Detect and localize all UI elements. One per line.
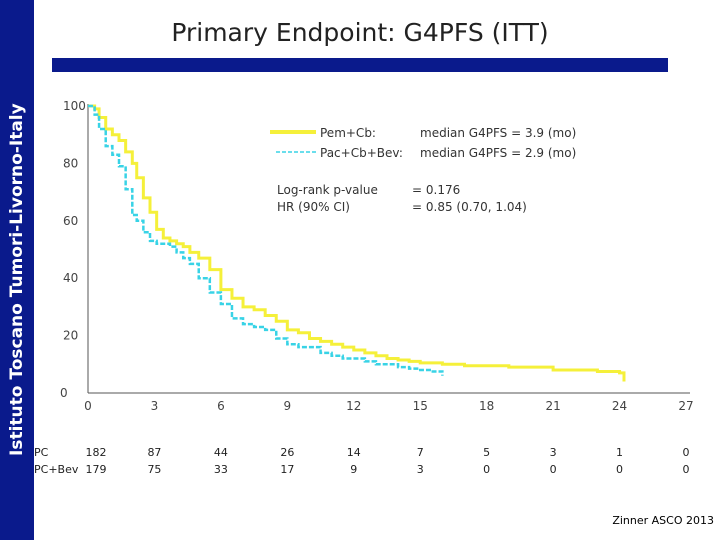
risk-cell: 5 [483, 446, 490, 459]
risk-cell: 33 [214, 463, 228, 476]
slide-title: Primary Endpoint: G4PFS (ITT) [171, 18, 549, 47]
risk-cell: 3 [417, 463, 424, 476]
y-tick-label: 0 [60, 386, 68, 400]
risk-cell: 7 [417, 446, 424, 459]
x-tick-label: 9 [284, 399, 292, 413]
risk-cell: 87 [147, 446, 161, 459]
x-tick-label: 15 [413, 399, 428, 413]
x-tick-label: 24 [612, 399, 627, 413]
risk-cell: 75 [147, 463, 161, 476]
risk-cell: 0 [683, 463, 690, 476]
legend-pem-label: Pem+Cb: [320, 126, 376, 140]
sidebar-band: Istituto Toscano Tumori-Livorno-Italy [0, 0, 34, 540]
risk-cell: 0 [616, 463, 623, 476]
x-tick-label: 6 [217, 399, 225, 413]
y-tick-label: 60 [63, 214, 78, 228]
x-tick-label: 12 [346, 399, 361, 413]
y-tick-label: 20 [63, 329, 78, 343]
risk-cell: 3 [550, 446, 557, 459]
title-divider-band [52, 58, 668, 72]
risk-cell: 0 [550, 463, 557, 476]
risk-cell: 26 [280, 446, 294, 459]
legend-bev-label: Pac+Cb+Bev: [320, 146, 403, 160]
risk-cell: 0 [483, 463, 490, 476]
y-tick-label: 40 [63, 271, 78, 285]
legend-bev-median: median G4PFS = 2.9 (mo) [420, 146, 576, 160]
risk-cell: 179 [86, 463, 107, 476]
risk-cell: 182 [86, 446, 107, 459]
risk-cell: 9 [350, 463, 357, 476]
hr-value: = 0.85 (0.70, 1.04) [412, 200, 527, 214]
risk-cell: 17 [280, 463, 294, 476]
risk-row-label: PC [34, 446, 49, 459]
risk-cell: 14 [347, 446, 361, 459]
risk-cell: 1 [616, 446, 623, 459]
y-tick-label: 80 [63, 156, 78, 170]
logrank-label: Log-rank p-value [277, 183, 378, 197]
y-tick-label: 100 [63, 99, 86, 113]
risk-cell: 44 [214, 446, 228, 459]
legend-pem-median: median G4PFS = 3.9 (mo) [420, 126, 576, 140]
curve-pac-cb-bev [88, 104, 444, 376]
hr-label: HR (90% CI) [277, 200, 350, 214]
risk-row-label: PC+Bev [34, 463, 79, 476]
curve-pem-cb [88, 104, 626, 382]
citation-credit: Zinner ASCO 2013 [612, 514, 714, 527]
x-tick-label: 27 [678, 399, 693, 413]
risk-cell: 0 [683, 446, 690, 459]
x-tick-label: 18 [479, 399, 494, 413]
x-tick-label: 3 [151, 399, 159, 413]
x-tick-label: 0 [84, 399, 92, 413]
x-tick-label: 21 [545, 399, 560, 413]
logrank-value: = 0.176 [412, 183, 460, 197]
